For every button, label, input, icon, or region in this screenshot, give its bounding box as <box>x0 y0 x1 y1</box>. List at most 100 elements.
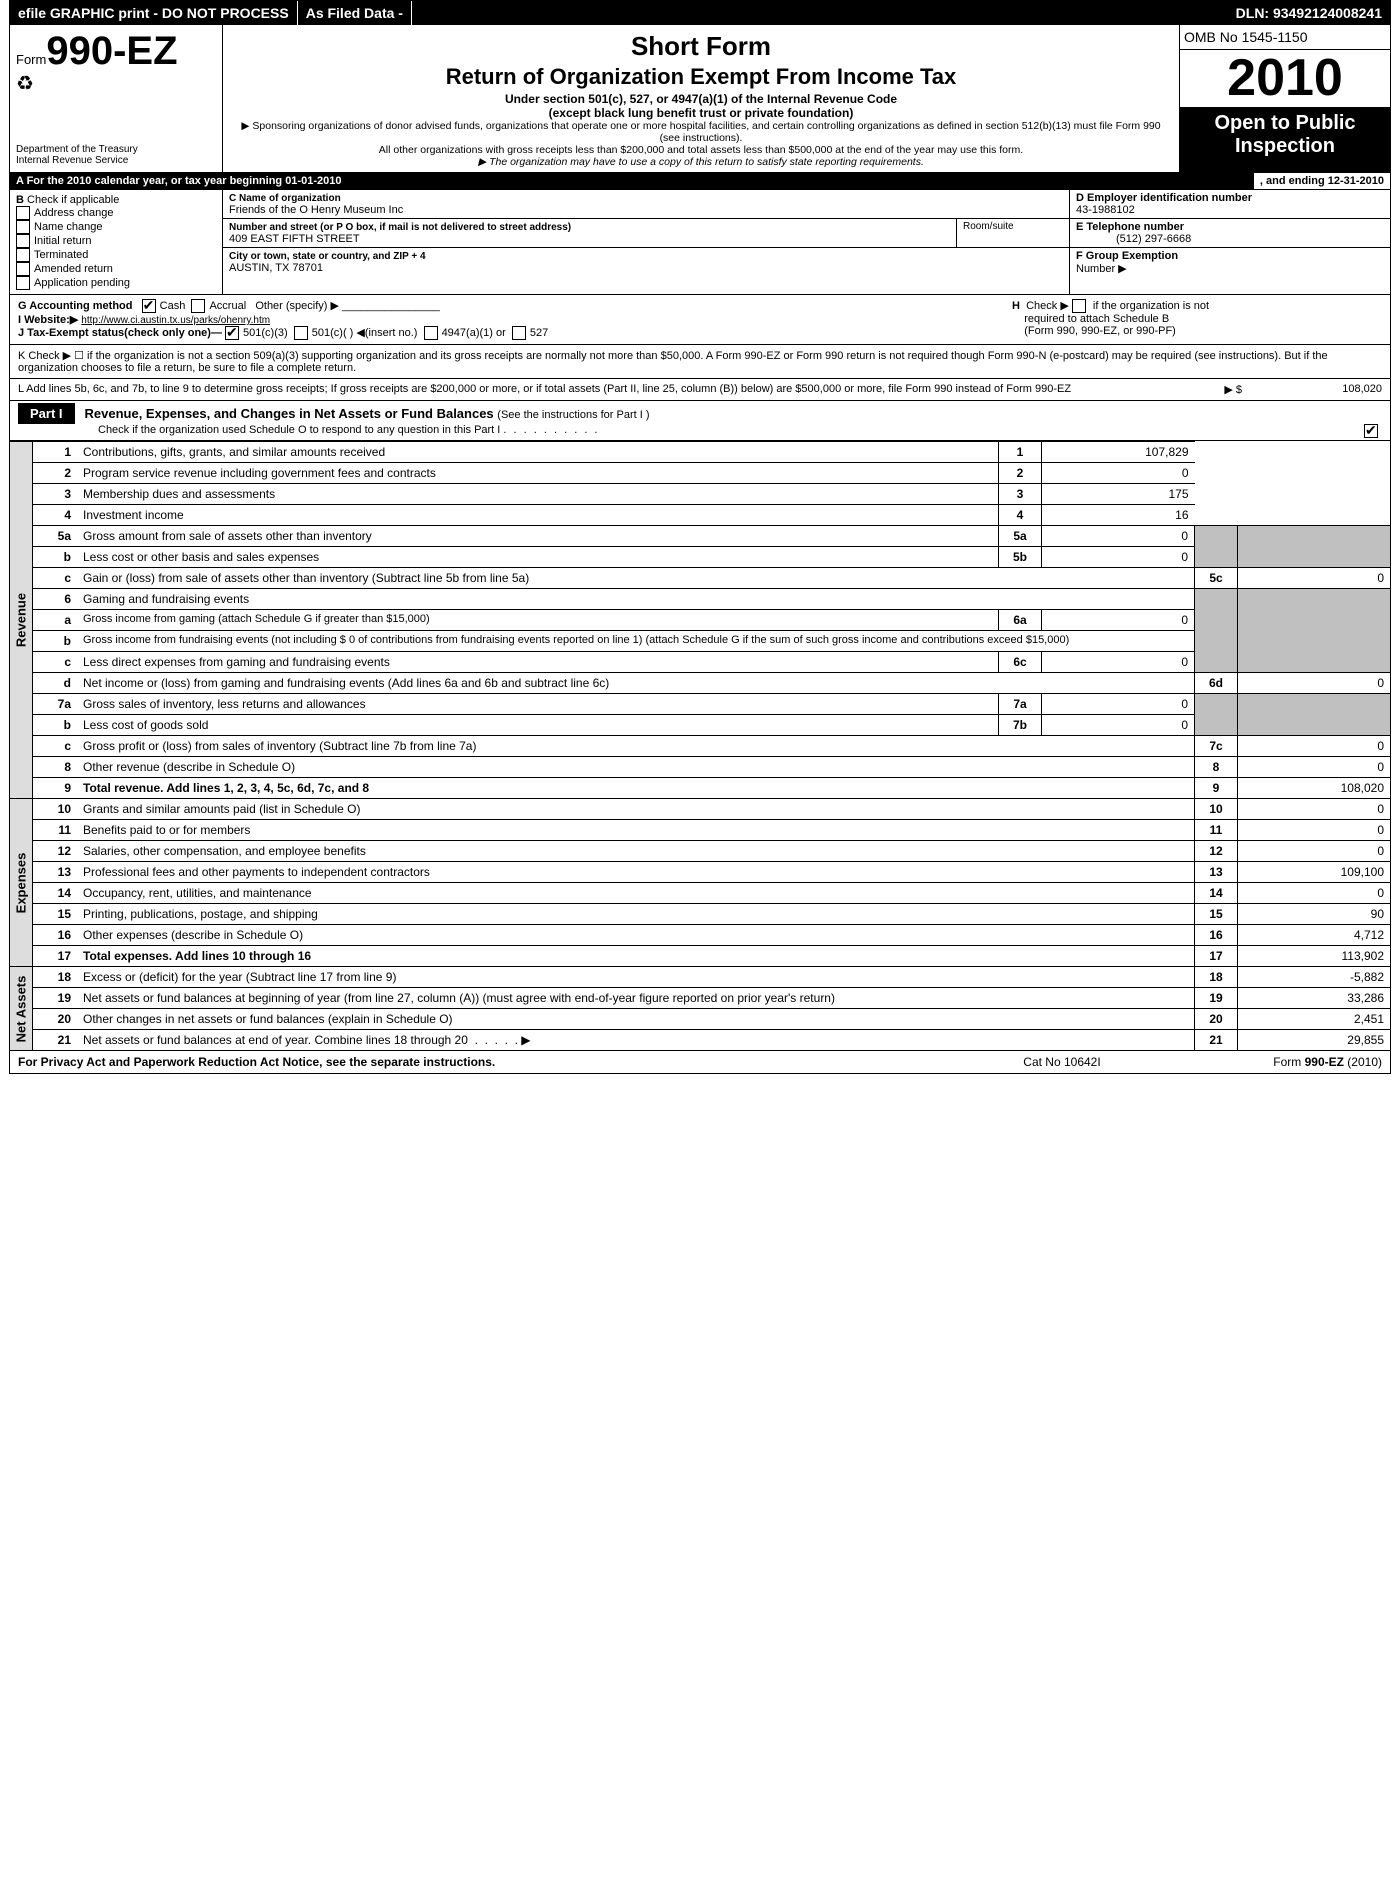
ein-value: 43-1988102 <box>1076 204 1135 216</box>
line-7a-subnum: 7a <box>999 694 1042 715</box>
line-7b-subnum: 7b <box>999 715 1042 736</box>
checkbox-name-change[interactable] <box>16 220 30 234</box>
line-3-val: 175 <box>1042 484 1195 505</box>
line-5a-subnum: 5a <box>999 526 1042 547</box>
line-15-val: 90 <box>1238 904 1391 925</box>
b-check-label: Check if applicable <box>27 194 119 206</box>
h-box: H Check ▶ if the organization is not req… <box>1002 299 1382 340</box>
line-5b-desc: Less cost or other basis and sales expen… <box>83 550 319 564</box>
line-11-val: 0 <box>1238 820 1391 841</box>
org-name: Friends of the O Henry Museum Inc <box>229 204 403 216</box>
line-20-val: 2,451 <box>1238 1009 1391 1030</box>
line-18-num: 18 <box>1195 967 1238 988</box>
open-public: Open to Public Inspection <box>1180 108 1390 172</box>
footer-mid: Cat No 10642I <box>962 1055 1162 1069</box>
netassets-side-label: Net Assets <box>10 966 33 1050</box>
checkbox-initial-return[interactable] <box>16 234 30 248</box>
g-left: G Accounting method Cash Accrual Other (… <box>18 299 1002 340</box>
line-16-val: 4,712 <box>1238 925 1391 946</box>
line-14-num: 14 <box>1195 883 1238 904</box>
j-501c3: 501(c)(3) <box>243 327 288 339</box>
line-6-desc: Gaming and fundraising events <box>83 592 249 606</box>
line-7c-num: 7c <box>1195 736 1238 757</box>
dots <box>503 424 599 436</box>
line-18-desc: Excess or (deficit) for the year (Subtra… <box>83 970 396 984</box>
line-2-num: 2 <box>999 463 1042 484</box>
line-4-val: 16 <box>1042 505 1195 526</box>
checkbox-cash[interactable] <box>142 299 156 313</box>
checkbox-h[interactable] <box>1072 299 1086 313</box>
line-18-val: -5,882 <box>1238 967 1391 988</box>
tax-year: 2010 <box>1180 50 1390 108</box>
checkbox-terminated[interactable] <box>16 248 30 262</box>
line-13-val: 109,100 <box>1238 862 1391 883</box>
checkbox-501c3[interactable] <box>225 326 239 340</box>
line-7b-subval: 0 <box>1042 715 1195 736</box>
b-item-2: Initial return <box>34 235 91 247</box>
open-public-2: Inspection <box>1184 135 1386 158</box>
recycle-icon: ♻ <box>16 71 216 96</box>
k-row: K Check ▶ ☐ if the organization is not a… <box>10 345 1390 379</box>
part1-title-wrap: Revenue, Expenses, and Changes in Net As… <box>75 406 650 421</box>
header-left: Form990-EZ ♻ Department of the Treasury … <box>10 25 223 172</box>
line-4-num: 4 <box>999 505 1042 526</box>
checkbox-accrual[interactable] <box>191 299 205 313</box>
copy-text: ▶ The organization may have to use a cop… <box>233 156 1169 168</box>
header-center: Short Form Return of Organization Exempt… <box>223 25 1179 172</box>
dept-treasury: Department of the Treasury Internal Reve… <box>16 144 216 166</box>
l-row: L Add lines 5b, 6c, and 7b, to line 9 to… <box>10 379 1390 401</box>
part1-check-text: Check if the organization used Schedule … <box>98 424 500 436</box>
header-row: Form990-EZ ♻ Department of the Treasury … <box>10 25 1390 173</box>
line-17-val: 113,902 <box>1238 946 1391 967</box>
checkbox-527[interactable] <box>512 326 526 340</box>
f-sub: Number ▶ <box>1076 263 1127 275</box>
sponsor-text: ▶ Sponsoring organizations of donor advi… <box>233 120 1169 144</box>
checkbox-501c[interactable] <box>294 326 308 340</box>
line-4-desc: Investment income <box>83 508 184 522</box>
line-6d-val: 0 <box>1238 673 1391 694</box>
h-label: H <box>1012 300 1020 312</box>
g-other: Other (specify) ▶ <box>255 300 339 312</box>
line-5a-subval: 0 <box>1042 526 1195 547</box>
line-13-num: 13 <box>1195 862 1238 883</box>
footer-left: For Privacy Act and Paperwork Reduction … <box>18 1055 962 1069</box>
checkbox-address-change[interactable] <box>16 206 30 220</box>
checkbox-amended[interactable] <box>16 262 30 276</box>
part1-note: (See the instructions for Part I ) <box>497 409 649 421</box>
l-text: L Add lines 5b, 6c, and 7b, to line 9 to… <box>18 383 1182 396</box>
short-form-title: Short Form <box>233 31 1169 62</box>
line-6b-desc: Gross income from fundraising events (no… <box>83 634 1069 646</box>
col-b: B Check if applicable Address change Nam… <box>10 190 223 294</box>
efile-label: efile GRAPHIC print - DO NOT PROCESS <box>10 1 298 25</box>
h-text3: required to attach Schedule B <box>1024 313 1169 325</box>
g-label: G Accounting method <box>18 300 132 312</box>
other-orgs-text: All other organizations with gross recei… <box>233 144 1169 156</box>
netassets-table: 18 Excess or (deficit) for the year (Subt… <box>33 966 1390 1050</box>
omb-number: OMB No 1545-1150 <box>1180 25 1390 50</box>
d-label: D Employer identification number <box>1076 192 1252 204</box>
line-3-desc: Membership dues and assessments <box>83 487 275 501</box>
checkbox-4947[interactable] <box>424 326 438 340</box>
checkbox-part1[interactable] <box>1364 424 1378 438</box>
e-label: E Telephone number <box>1076 221 1184 233</box>
netassets-section: Net Assets 18 Excess or (deficit) for the… <box>10 966 1390 1050</box>
revenue-table: 1Contributions, gifts, grants, and simil… <box>33 441 1390 798</box>
line-9-desc: Total revenue. Add lines 1, 2, 3, 4, 5c,… <box>83 781 369 795</box>
f-label: F Group Exemption <box>1076 250 1178 262</box>
line-16-num: 16 <box>1195 925 1238 946</box>
checkbox-app-pending[interactable] <box>16 276 30 290</box>
col-c: C Name of organization Friends of the O … <box>223 190 1069 294</box>
line-5c-desc: Gain or (loss) from sale of assets other… <box>83 571 529 585</box>
line-6d-num: 6d <box>1195 673 1238 694</box>
part1-label: Part I <box>18 403 75 424</box>
dept1: Department of the Treasury <box>16 144 216 155</box>
b-item-0: Address change <box>34 207 114 219</box>
form-prefix: Form <box>16 52 46 67</box>
expenses-side-label: Expenses <box>10 798 33 966</box>
line-7a-subval: 0 <box>1042 694 1195 715</box>
row-a-left: A For the 2010 calendar year, or tax yea… <box>10 173 1254 189</box>
website-link[interactable]: http://www.ci.austin.tx.us/parks/ohenry.… <box>81 315 270 326</box>
line-1-val: 107,829 <box>1042 442 1195 463</box>
b-item-4: Amended return <box>34 263 113 275</box>
j-527: 527 <box>530 327 548 339</box>
